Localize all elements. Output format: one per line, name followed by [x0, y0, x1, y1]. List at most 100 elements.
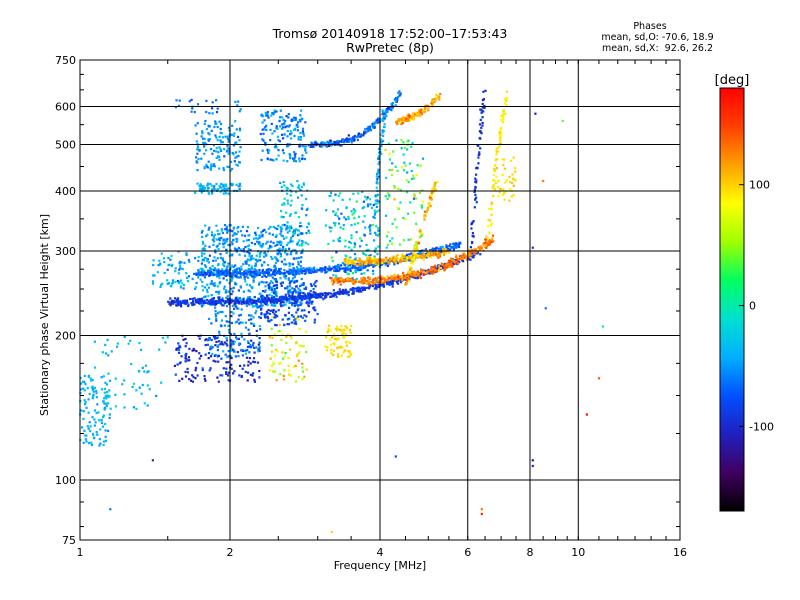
data-point	[233, 232, 236, 235]
data-point	[210, 301, 213, 304]
data-point	[216, 355, 219, 358]
data-point	[298, 225, 302, 228]
data-point	[352, 192, 355, 195]
data-point	[213, 267, 216, 270]
data-point	[193, 303, 196, 306]
data-point	[414, 275, 417, 278]
data-point	[212, 186, 215, 189]
data-point	[246, 250, 249, 253]
data-point	[495, 181, 498, 184]
data-point	[198, 271, 202, 275]
data-point	[281, 235, 284, 238]
data-point	[197, 276, 200, 279]
data-point	[260, 113, 264, 116]
data-point	[493, 167, 496, 170]
data-point	[297, 304, 300, 307]
data-point	[401, 122, 405, 125]
data-point	[225, 227, 228, 230]
data-point	[265, 124, 268, 127]
data-point	[140, 392, 143, 395]
data-point	[209, 299, 212, 302]
data-point	[96, 433, 99, 436]
data-point	[246, 298, 249, 301]
data-point	[304, 241, 308, 244]
data-point	[280, 284, 283, 287]
data-point	[233, 370, 236, 373]
data-point	[211, 265, 214, 268]
data-point	[289, 189, 292, 192]
data-point	[339, 290, 342, 293]
data-point	[388, 283, 391, 286]
data-point	[288, 264, 291, 267]
data-point	[245, 275, 248, 278]
data-point	[241, 367, 244, 370]
data-point	[394, 276, 398, 279]
data-point	[121, 383, 124, 386]
data-point	[297, 287, 300, 290]
data-point	[294, 380, 297, 383]
data-point	[375, 180, 379, 183]
data-point	[293, 289, 296, 292]
data-point	[419, 164, 422, 167]
data-point	[235, 273, 238, 276]
data-point	[195, 156, 198, 159]
data-point	[295, 252, 298, 255]
data-point	[506, 96, 509, 100]
data-point	[248, 314, 251, 317]
data-point	[271, 286, 274, 289]
data-point	[411, 141, 414, 145]
data-point	[209, 348, 212, 351]
data-point	[329, 343, 332, 346]
data-point	[267, 116, 270, 119]
data-point	[380, 275, 383, 278]
data-point	[369, 203, 372, 206]
data-point	[148, 388, 151, 391]
data-point	[88, 421, 91, 424]
data-point	[346, 278, 349, 281]
data-point	[299, 315, 302, 318]
data-point	[350, 279, 353, 282]
data-point	[246, 245, 249, 248]
data-point	[339, 328, 342, 331]
data-point	[210, 163, 213, 166]
data-point	[194, 124, 197, 127]
data-point	[430, 191, 433, 194]
data-point	[268, 285, 271, 288]
data-point	[265, 313, 268, 316]
data-point	[230, 182, 233, 185]
data-point	[293, 151, 296, 154]
data-point	[214, 249, 217, 252]
data-point	[374, 211, 377, 214]
data-point	[278, 269, 281, 272]
data-point	[105, 404, 108, 408]
data-point	[292, 249, 295, 252]
data-point	[492, 195, 495, 198]
data-point	[101, 425, 104, 428]
data-point	[348, 341, 352, 344]
data-point	[196, 103, 200, 106]
data-point	[205, 288, 209, 291]
data-point	[385, 176, 388, 179]
data-point	[295, 285, 298, 288]
data-points	[79, 89, 604, 533]
data-point	[217, 274, 220, 277]
data-point	[313, 321, 316, 324]
data-point	[200, 191, 203, 194]
data-point	[359, 245, 362, 248]
data-point	[339, 283, 342, 286]
data-point	[350, 265, 353, 268]
data-point	[188, 260, 191, 263]
data-point	[284, 351, 287, 355]
data-point	[330, 226, 333, 229]
data-point	[226, 231, 229, 234]
data-point	[215, 136, 218, 139]
data-point	[438, 96, 441, 99]
data-point	[287, 116, 290, 119]
data-point	[290, 227, 293, 230]
data-point	[238, 374, 241, 377]
data-point	[302, 282, 305, 285]
data-point	[193, 272, 196, 275]
data-point	[214, 354, 217, 357]
data-point	[275, 127, 278, 130]
data-point	[294, 228, 297, 231]
